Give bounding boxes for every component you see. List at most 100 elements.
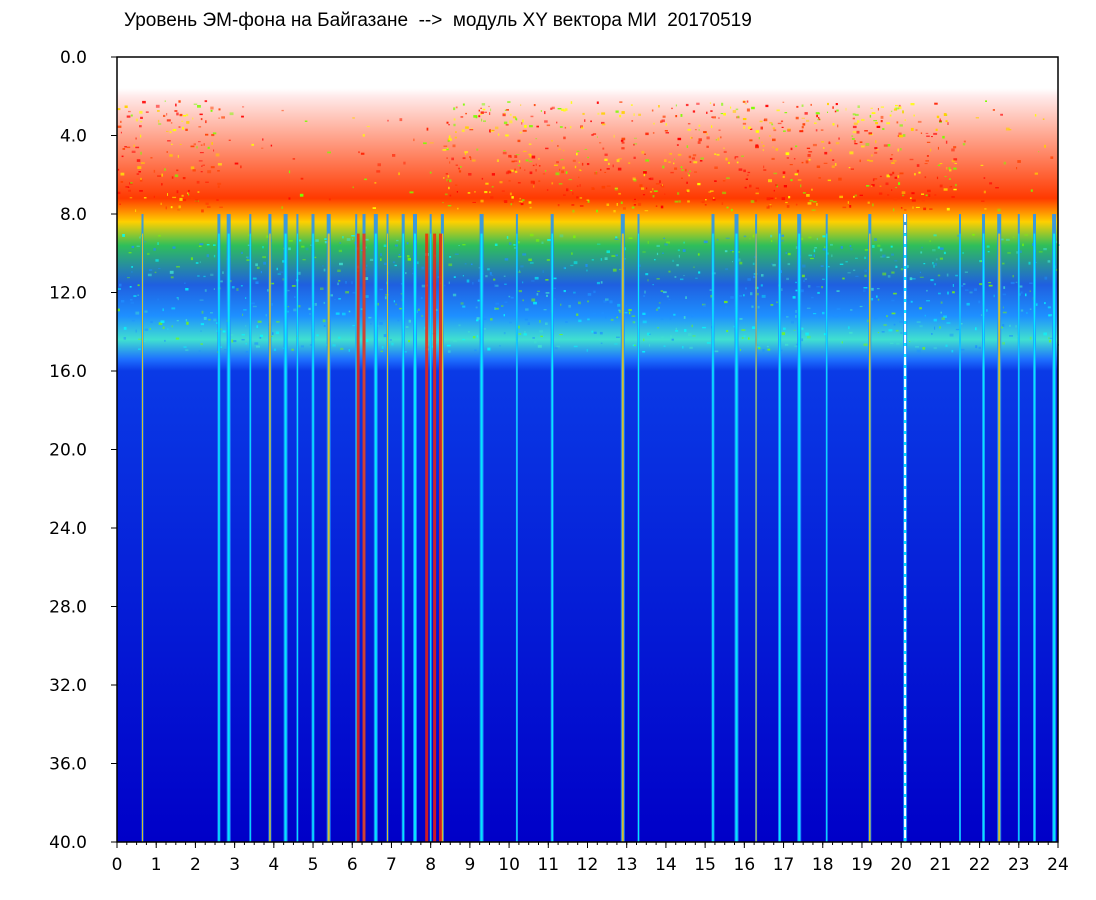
noise-speck — [728, 161, 730, 164]
resonance-speck — [563, 266, 566, 270]
resonance-speck — [256, 325, 259, 328]
noise-speck — [196, 146, 198, 149]
resonance-speck — [300, 345, 304, 348]
noise-speck — [675, 115, 678, 118]
noise-speck — [680, 114, 683, 117]
noise-speck — [542, 173, 546, 175]
resonance-speck — [138, 348, 141, 350]
resonance-speck — [360, 308, 364, 311]
noise-speck — [866, 185, 870, 187]
noise-speck — [926, 135, 930, 137]
noise-speck — [376, 170, 381, 173]
vertical-streak — [413, 214, 417, 843]
noise-speck — [172, 129, 177, 132]
noise-speck — [453, 123, 456, 127]
vertical-streak — [778, 214, 782, 843]
resonance-speck — [688, 333, 692, 337]
resonance-speck — [586, 269, 588, 272]
resonance-speck — [263, 261, 266, 265]
noise-speck — [510, 201, 514, 203]
noise-speck — [515, 117, 517, 121]
noise-speck — [501, 190, 505, 192]
noise-speck — [808, 151, 813, 153]
noise-speck — [741, 155, 744, 157]
resonance-speck — [939, 326, 941, 329]
resonance-speck — [877, 244, 881, 247]
resonance-speck — [314, 303, 317, 306]
noise-speck — [601, 112, 606, 115]
noise-speck — [698, 129, 700, 131]
noise-speck — [638, 113, 641, 116]
noise-speck — [661, 119, 665, 123]
noise-speck — [765, 104, 769, 108]
streak-core — [414, 233, 416, 843]
noise-speck — [772, 127, 776, 130]
resonance-speck — [830, 243, 833, 246]
noise-speck — [530, 180, 535, 184]
noise-speck — [775, 184, 778, 187]
resonance-speck — [916, 349, 921, 353]
noise-speck — [446, 148, 449, 151]
noise-speck — [198, 141, 201, 143]
noise-speck — [954, 163, 957, 164]
noise-speck — [832, 106, 834, 109]
noise-speck — [387, 119, 389, 122]
noise-speck — [544, 111, 546, 115]
resonance-speck — [795, 289, 799, 292]
noise-speck — [164, 100, 166, 102]
resonance-speck — [123, 337, 126, 340]
resonance-speck — [150, 320, 153, 324]
noise-speck — [579, 184, 581, 187]
resonance-speck — [940, 311, 942, 314]
noise-speck — [763, 165, 765, 169]
resonance-speck — [135, 329, 137, 333]
noise-speck — [992, 109, 995, 111]
resonance-speck — [531, 280, 535, 282]
noise-speck — [514, 155, 518, 158]
noise-speck — [676, 144, 679, 146]
noise-speck — [505, 124, 509, 126]
resonance-speck — [660, 290, 664, 292]
resonance-speck — [940, 301, 943, 304]
resonance-speck — [1012, 275, 1014, 278]
noise-speck — [489, 191, 491, 194]
noise-speck — [170, 206, 173, 209]
noise-speck — [561, 170, 565, 174]
noise-speck — [755, 187, 759, 189]
vertical-streak — [401, 214, 405, 843]
resonance-speck — [489, 272, 492, 275]
noise-speck — [446, 157, 448, 159]
streak-core — [480, 233, 483, 843]
noise-speck — [836, 109, 839, 112]
noise-speck — [182, 198, 187, 202]
resonance-speck — [452, 293, 457, 297]
resonance-speck — [243, 309, 247, 311]
resonance-speck — [171, 307, 176, 310]
noise-speck — [185, 128, 188, 131]
noise-speck — [703, 131, 707, 134]
noise-speck — [458, 167, 460, 170]
noise-speck — [490, 129, 495, 132]
noise-speck — [136, 173, 140, 175]
streak-core — [516, 233, 518, 843]
resonance-speck — [850, 309, 853, 311]
noise-speck — [783, 185, 787, 188]
resonance-speck — [999, 238, 1004, 241]
resonance-speck — [810, 257, 814, 260]
noise-speck — [510, 169, 514, 172]
resonance-speck — [247, 257, 249, 260]
noise-speck — [668, 161, 671, 163]
noise-speck — [584, 119, 586, 122]
resonance-speck — [186, 321, 189, 325]
noise-speck — [871, 184, 875, 187]
noise-speck — [139, 110, 143, 114]
resonance-speck — [822, 278, 825, 280]
noise-speck — [633, 143, 638, 145]
resonance-speck — [553, 277, 557, 280]
resonance-speck — [923, 263, 926, 265]
resonance-speck — [213, 318, 217, 322]
noise-speck — [706, 145, 709, 148]
resonance-speck — [201, 310, 204, 314]
resonance-speck — [743, 294, 745, 297]
noise-speck — [649, 191, 653, 193]
